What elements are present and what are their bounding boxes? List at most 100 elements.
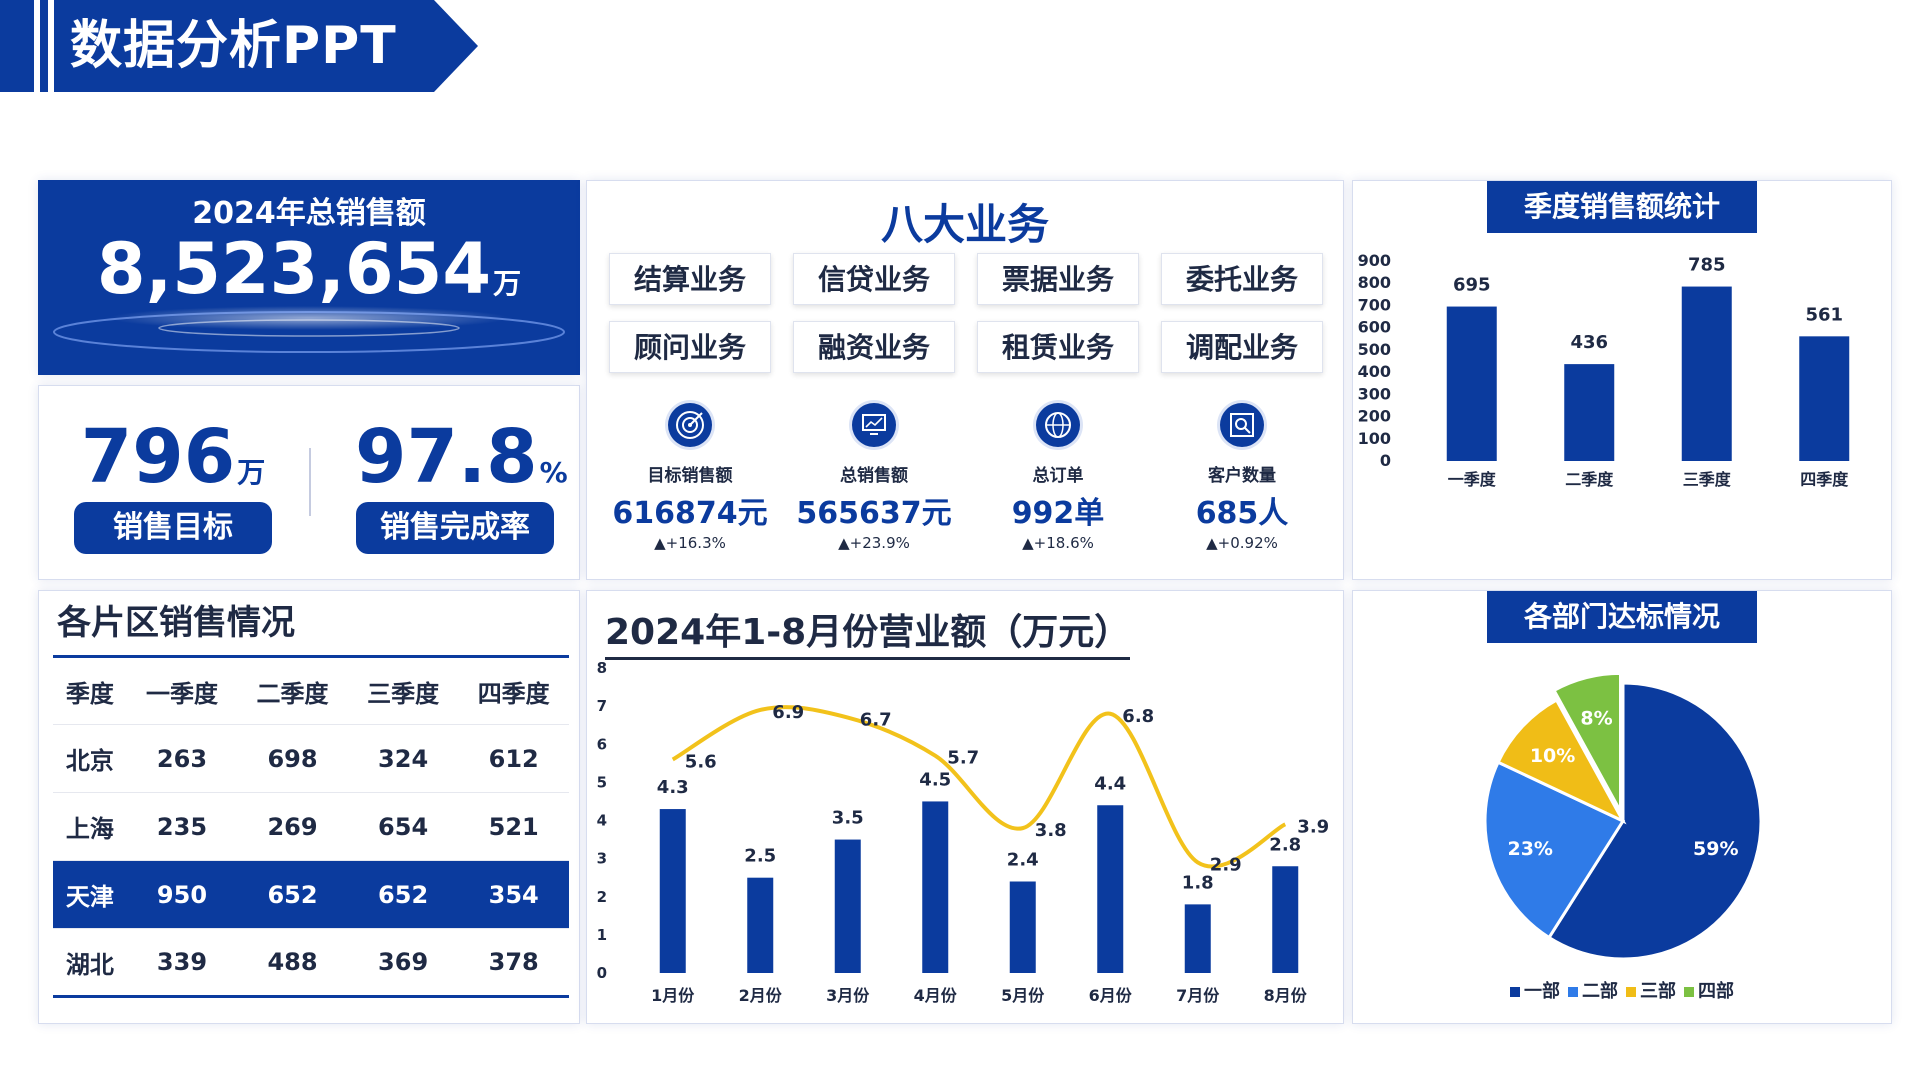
sales-target-kpi: 796万 销售目标: [73, 416, 273, 554]
bar: [834, 839, 861, 973]
region-sales-panel: 各片区销售情况 季度 一季度 二季度 三季度 四季度 北京 263 698 32…: [38, 590, 580, 1024]
y-tick-label: 3: [597, 850, 607, 868]
stat-label: 总订单: [1032, 466, 1084, 486]
table-cell: 263: [126, 724, 238, 793]
business-item-entrust[interactable]: 委托业务: [1161, 253, 1323, 305]
y-tick-label: 4: [597, 812, 607, 830]
business-item-settlement[interactable]: 结算业务: [609, 253, 771, 305]
table-header-cell: 四季度: [458, 656, 569, 725]
bar-data-label: 2.8: [1269, 834, 1301, 855]
table-cell: 324: [347, 724, 459, 793]
y-tick-label: 6: [597, 735, 607, 753]
region-sales-table: 季度 一季度 二季度 三季度 四季度 北京 263 698 324 612 上海…: [53, 655, 569, 998]
legend-entry: 二部: [1568, 977, 1618, 1003]
completion-rate-kpi: 97.8% 销售完成率: [355, 416, 568, 554]
x-tick-label: 1月份: [651, 986, 695, 1005]
department-legend: 一部 二部 三部 四部: [1353, 977, 1891, 1003]
table-row: 上海 235 269 654 521: [53, 792, 569, 861]
legend-entry: 三部: [1626, 977, 1676, 1003]
bar-data-label: 1.8: [1182, 872, 1214, 893]
stat-change: ▲+16.3%: [654, 534, 726, 552]
x-tick-label: 3月份: [826, 986, 870, 1005]
region-sales-title: 各片区销售情况: [57, 603, 295, 643]
data-label: 695: [1453, 275, 1491, 296]
stat-label: 客户数量: [1208, 466, 1276, 486]
data-label: 561: [1805, 304, 1843, 325]
table-cell: 天津: [53, 860, 127, 929]
y-tick-label: 5: [597, 773, 607, 791]
monthly-revenue-chart: 0 1 2 3 4 5 6 7 8 4.3 1月份 2.5 2月份 3.5 3月份 4.5 4月份 2.4 5月份 4…: [597, 659, 1330, 1005]
bar: [659, 809, 686, 973]
table-row: 北京 263 698 324 612: [53, 724, 569, 793]
bar: [922, 801, 949, 973]
stat-value: 992单: [1011, 496, 1105, 531]
pie-label: 23%: [1507, 838, 1552, 860]
y-tick-label: 400: [1358, 362, 1391, 381]
sales-target-unit: 万: [237, 456, 266, 489]
business-item-allocation[interactable]: 调配业务: [1161, 321, 1323, 373]
data-label: 436: [1570, 332, 1608, 353]
business-panel: 八大业务 结算业务 信贷业务 票据业务 委托业务 顾问业务 融资业务 租赁业务 …: [586, 180, 1344, 580]
stat-total-orders: 总订单 992单 ▲+18.6%: [973, 403, 1143, 552]
sales-target-label: 销售目标: [74, 502, 272, 554]
total-sales-panel: 2024年总销售额 8,523,654万: [38, 180, 580, 375]
table-row: 湖北 339 488 369 378: [53, 929, 569, 997]
business-item-advisory[interactable]: 顾问业务: [609, 321, 771, 373]
y-tick-label: 1: [597, 926, 607, 944]
stat-customers: 客户数量 685人 ▲+0.92%: [1157, 403, 1327, 552]
business-item-credit[interactable]: 信贷业务: [793, 253, 955, 305]
pie-label: 8%: [1580, 708, 1612, 730]
table-cell: 488: [267, 948, 318, 976]
bar: [1799, 336, 1850, 461]
stat-label: 总销售额: [840, 466, 908, 486]
stat-value: 565637元: [796, 496, 952, 531]
pie-label: 10%: [1530, 745, 1575, 767]
stat-total-sales: 总销售额 565637元 ▲+23.9%: [789, 403, 959, 552]
table-cell: 369: [378, 948, 429, 976]
table-cell: 654: [347, 792, 459, 861]
table-cell: 378: [488, 948, 539, 976]
y-tick-label: 2: [597, 888, 607, 906]
business-item-bill[interactable]: 票据业务: [977, 253, 1139, 305]
table-header-cell: 三季度: [347, 656, 459, 725]
completion-rate-unit: %: [539, 456, 568, 489]
pie-slice: [1496, 698, 1627, 825]
monitor-chart-icon: [852, 403, 896, 447]
table-row-highlighted: 天津 950 652 652 354: [53, 860, 569, 929]
line-data-label: 3.9: [1297, 816, 1329, 837]
y-tick-label: 0: [597, 964, 607, 982]
stat-change: ▲+23.9%: [838, 534, 910, 552]
y-tick-label: 0: [1380, 451, 1391, 470]
business-item-leasing[interactable]: 租赁业务: [977, 321, 1139, 373]
y-tick-label: 8: [597, 659, 607, 677]
quarterly-bar-chart: 0 100 200 300 400 500 600 700 800 900 695 一季度 436 二季度…: [1358, 251, 1850, 489]
podium-decoration: [53, 306, 565, 353]
monthly-revenue-title: 2024年1-8月份营业额（万元）: [605, 603, 1131, 660]
x-tick-label: 一季度: [1448, 470, 1497, 489]
total-sales-title: 2024年总销售额: [192, 196, 426, 231]
x-tick-label: 三季度: [1683, 470, 1732, 489]
y-tick-label: 100: [1358, 429, 1391, 448]
bar-data-label: 2.5: [744, 846, 776, 867]
legend-entry: 四部: [1684, 977, 1734, 1003]
bar: [1097, 805, 1124, 973]
bar: [1446, 306, 1497, 461]
business-item-financing[interactable]: 融资业务: [793, 321, 955, 373]
bar-data-label: 4.3: [657, 777, 689, 798]
pie-slice: [1551, 671, 1623, 813]
total-sales-number: 8,523,654: [96, 228, 492, 310]
table-cell: 339: [156, 948, 208, 976]
y-tick-label: 600: [1358, 318, 1391, 337]
customer-search-icon: [1220, 403, 1264, 447]
table-cell: 612: [458, 724, 569, 793]
legend-label: 一部: [1524, 981, 1560, 1002]
bar-data-label: 2.4: [1007, 850, 1039, 871]
kpi-panel: 796万 销售目标 97.8% 销售完成率: [38, 385, 580, 580]
globe-icon: [1036, 403, 1080, 447]
completion-rate-label: 销售完成率: [356, 502, 554, 554]
line-data-label: 6.8: [1122, 706, 1154, 727]
stat-change: ▲+18.6%: [1022, 534, 1094, 552]
bar-data-label: 3.5: [832, 808, 864, 829]
line-data-label: 6.9: [772, 702, 804, 723]
total-sales-unit: 万: [493, 267, 522, 300]
